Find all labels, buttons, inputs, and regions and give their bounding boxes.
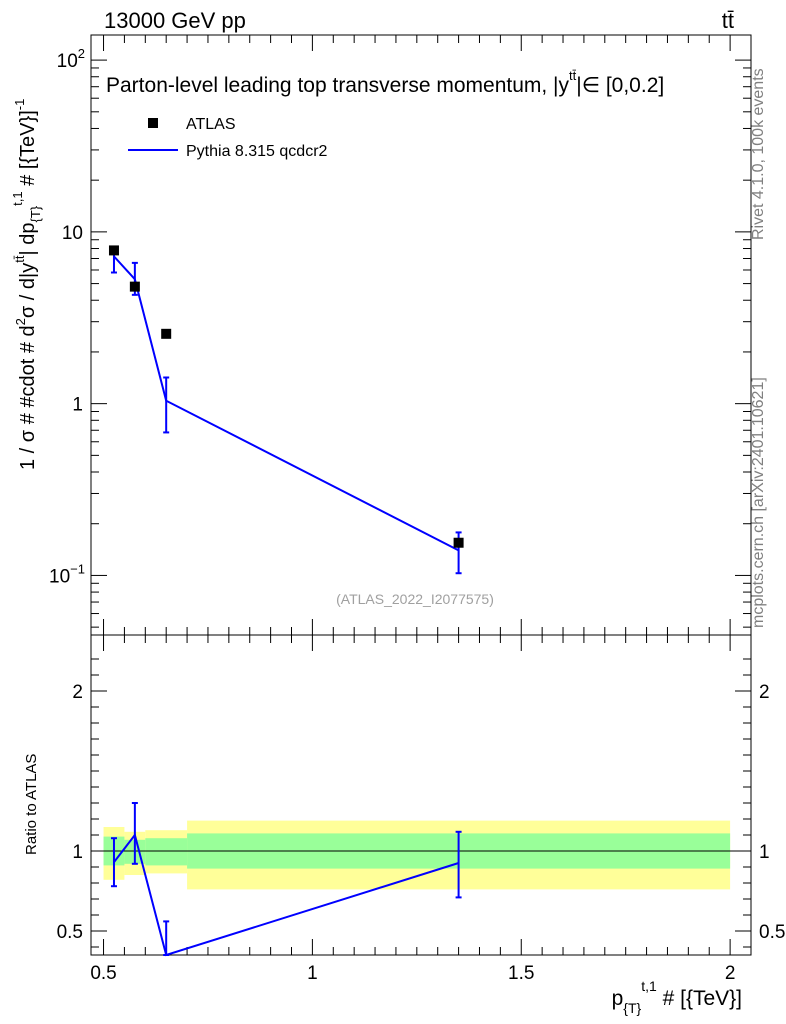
main-title-sup: tt̄: [569, 68, 577, 83]
xlabel-p: p: [612, 987, 624, 1010]
main-y-tick-base: 10: [57, 51, 78, 72]
ylabel-sup-t1: t,1: [10, 191, 25, 205]
main-y-tick-label: 10−1: [49, 561, 85, 587]
atlas-point: [108, 245, 119, 256]
ratio-panel: Ratio to ATLAS 0.5 1 1.5 2 0.5 0.5 1 1 2 2 p{T}t,…: [23, 634, 785, 1016]
main-y-tick-label: 1: [72, 395, 83, 416]
main-y-tick-label: 102: [57, 46, 85, 72]
main-y-tick-base: 10: [62, 223, 83, 244]
xlabel-tail: # [{TeV}]: [657, 987, 742, 1010]
ylabel-part-d: # [{TeV}]: [17, 110, 39, 191]
x-tick-label: 1.5: [508, 963, 534, 984]
ylabel-sub-t: {T}: [28, 205, 43, 222]
main-y-tick-base: 10: [49, 566, 70, 587]
ylabel-sup-m1: -1: [12, 99, 27, 111]
x-axis-label: p{T}t,1 # [{TeV}]: [612, 978, 742, 1016]
watermark: (ATLAS_2022_I2077575): [336, 591, 494, 607]
atlas-point: [453, 537, 464, 548]
ratio-y-tick-label: 0.5: [57, 922, 83, 943]
x-tick-label: 0.5: [90, 963, 116, 984]
ratio-frame: [90, 634, 752, 956]
main-y-tick-label: 10: [62, 223, 83, 244]
ratio-axes: 0.5 1 1.5 2 0.5 0.5 1 1 2 2: [57, 635, 785, 984]
main-title-tail: |∈ [0,0.2]: [576, 74, 664, 97]
ratio-y-tick-label-right: 2: [759, 682, 770, 703]
main-title-sym: y: [559, 74, 570, 97]
legend-pythia-label: Pythia 8.315 qcdcr2: [186, 143, 328, 160]
legend-atlas-label: ATLAS: [186, 116, 236, 133]
rivet-label: Rivet 4.1.0, 100k events: [750, 68, 767, 240]
legend: ATLAS Pythia 8.315 qcdcr2: [128, 116, 328, 160]
xlabel-sup: t,1: [641, 978, 657, 994]
energy-label: 13000 GeV pp: [104, 8, 246, 33]
mc-line: [113, 255, 460, 552]
main-y-label: 1 / σ # #cdot # d2σ / d|ytt̄| dp{T}t,1 #…: [10, 99, 43, 470]
ratio-y-label: Ratio to ATLAS: [23, 754, 40, 855]
ratio-y-tick-label-right: 0.5: [759, 922, 785, 943]
atlas-point: [161, 328, 172, 339]
ylabel-sup2: 2: [13, 318, 28, 325]
mcplots-label: mcplots.cern.ch [arXiv:2401.10621]: [750, 377, 767, 628]
x-tick-label: 2: [725, 963, 736, 984]
process-label: tt̄: [722, 8, 734, 33]
main-series: [108, 245, 464, 575]
main-panel: (ATLAS_2022_I2077575) Parton-level leadi…: [10, 34, 752, 636]
ratio-mc-line: [113, 832, 459, 957]
ylabel-suptt: tt̄: [12, 255, 27, 263]
ratio-y-tick-label-right: 1: [759, 842, 770, 863]
xlabel-sub: {T}: [623, 1000, 641, 1016]
main-title: Parton-level leading top transverse mome…: [106, 68, 664, 97]
x-tick-label: 1: [307, 963, 318, 984]
ylabel-part-a: 1 / σ # #cdot # d: [17, 325, 39, 470]
ratio-y-tick-label: 2: [72, 682, 83, 703]
ylabel-part-b: σ / d|y: [17, 263, 39, 318]
atlas-point: [129, 281, 140, 292]
main-y-tick-exp: −1: [70, 561, 85, 576]
main-title-text: Parton-level leading top transverse mome…: [106, 74, 559, 97]
main-y-tick-exp: 2: [78, 46, 85, 61]
ratio-band-inner: [145, 838, 188, 866]
main-y-tick-base: 1: [72, 395, 83, 416]
ylabel-part-c: | dp: [17, 223, 39, 256]
ratio-y-tick-label: 1: [72, 842, 83, 863]
legend-atlas-marker: [148, 118, 158, 128]
ratio-series: [110, 802, 462, 957]
ratio-bands: [91, 820, 751, 890]
